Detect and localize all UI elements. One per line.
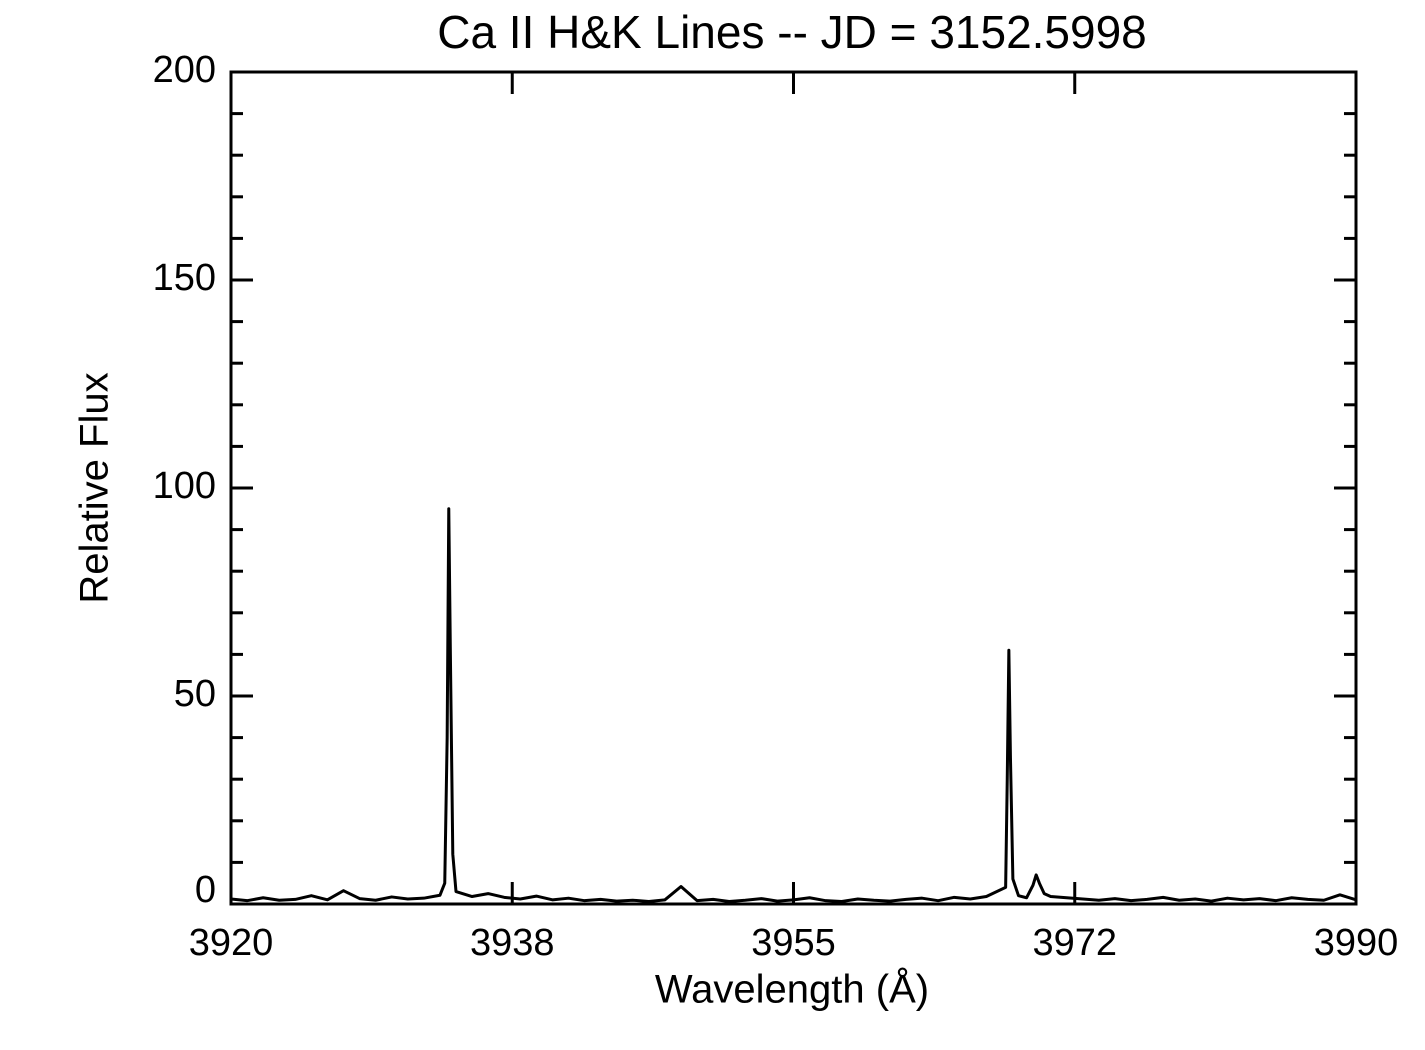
x-tick-label: 3938 (470, 922, 555, 964)
x-tick-label: 3920 (189, 922, 274, 964)
y-tick-label: 200 (153, 49, 216, 91)
x-axis-label: Wavelength (Å) (655, 967, 929, 1012)
x-tick-label: 3955 (751, 922, 836, 964)
y-axis-label: Relative Flux (73, 372, 117, 603)
y-tick-label: 50 (174, 673, 216, 715)
chart-title: Ca II H&K Lines -- JD = 3152.5998 (437, 6, 1147, 58)
y-tick-label: 0 (195, 869, 216, 911)
x-tick-label: 3990 (1314, 922, 1399, 964)
plot-frame (229, 70, 1358, 906)
spectrum-line (230, 507, 1357, 903)
x-tick-label: 3972 (1032, 922, 1117, 964)
y-tick-label: 100 (153, 465, 216, 507)
y-tick-label: 150 (153, 257, 216, 299)
